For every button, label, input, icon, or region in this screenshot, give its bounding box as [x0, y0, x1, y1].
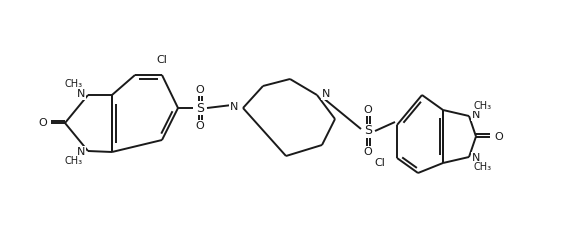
Text: O: O: [364, 105, 372, 115]
Text: N: N: [229, 102, 238, 112]
Text: CH₃: CH₃: [65, 156, 83, 166]
Text: O: O: [494, 132, 503, 142]
Text: N: N: [77, 147, 85, 157]
Text: O: O: [364, 147, 372, 157]
Text: CH₃: CH₃: [474, 162, 492, 172]
Text: Cl: Cl: [374, 158, 385, 168]
Text: O: O: [38, 118, 48, 128]
Text: S: S: [196, 101, 204, 114]
Text: N: N: [322, 89, 331, 99]
Text: N: N: [472, 153, 480, 163]
Text: O: O: [196, 121, 205, 131]
Text: N: N: [472, 110, 480, 120]
Text: CH₃: CH₃: [474, 101, 492, 111]
Text: S: S: [364, 124, 372, 138]
Text: Cl: Cl: [156, 55, 167, 65]
Text: N: N: [77, 89, 85, 99]
Text: O: O: [196, 85, 205, 95]
Text: CH₃: CH₃: [65, 79, 83, 89]
